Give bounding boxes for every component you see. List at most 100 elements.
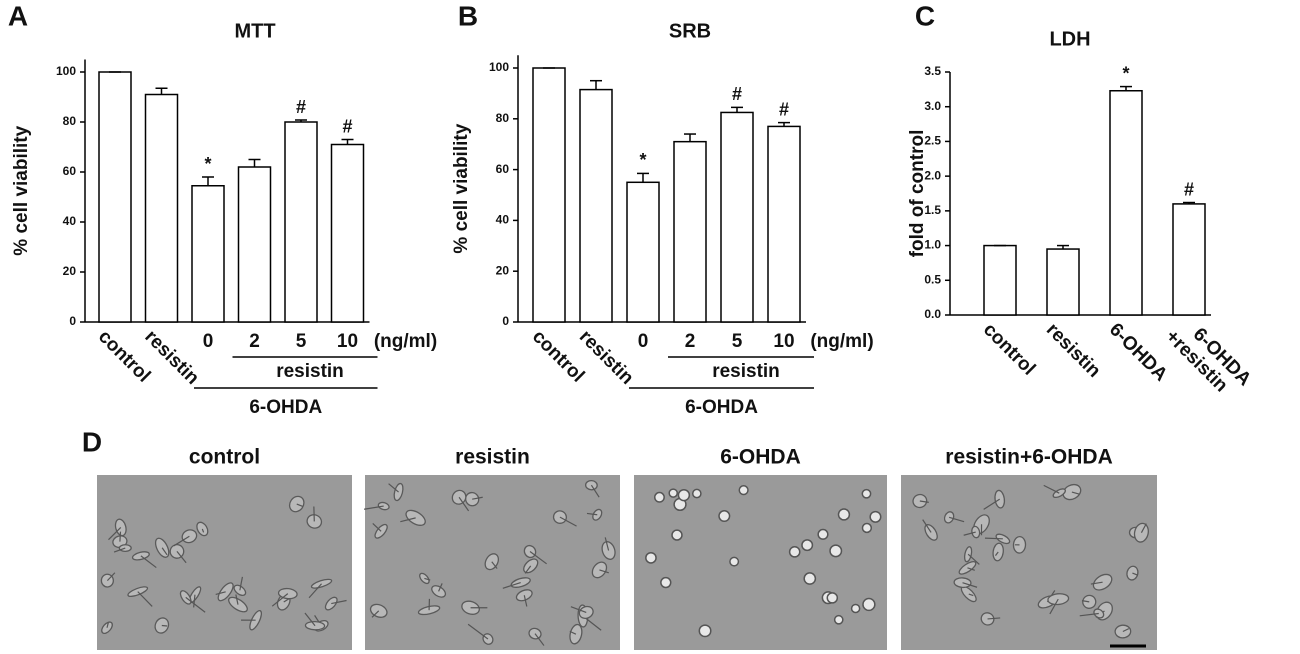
neurite (962, 582, 978, 588)
cell (833, 614, 844, 625)
neurite (599, 569, 609, 574)
cell (861, 522, 873, 534)
bar (330, 143, 365, 323)
cell (118, 544, 132, 553)
y-tick-label: 0 (69, 314, 76, 328)
bar (720, 111, 754, 323)
neurite (1140, 523, 1147, 533)
significance-mark: # (1184, 179, 1194, 199)
bar (237, 166, 272, 323)
bar (191, 185, 225, 323)
neurite (424, 577, 431, 581)
neurite (963, 531, 976, 536)
micrograph (901, 475, 1157, 650)
y-tick-label: 1.0 (924, 238, 941, 252)
image-title: resistin+6-OHDA (945, 446, 1112, 469)
bar (144, 93, 179, 323)
neurite (569, 630, 577, 635)
y-tick-label: 60 (496, 162, 510, 176)
panel-label: A (8, 0, 28, 31)
neurite (271, 593, 289, 607)
bar (983, 244, 1017, 316)
panel-label: C (915, 0, 935, 31)
cell (788, 545, 801, 558)
neurite (524, 565, 532, 574)
cell (179, 590, 192, 605)
neurite (140, 555, 157, 569)
neurite (919, 500, 929, 503)
neurite (185, 596, 206, 613)
cell (217, 582, 234, 602)
micrograph (634, 475, 887, 650)
neurite (106, 572, 116, 582)
cell (850, 603, 861, 614)
neurite (308, 583, 323, 599)
significance-mark: # (296, 97, 306, 117)
y-tick-label: 60 (63, 164, 77, 178)
neurite (113, 547, 126, 553)
neurite (193, 594, 196, 608)
neurite (586, 512, 598, 516)
error-bar (637, 172, 649, 183)
neurite (438, 583, 443, 592)
error-bar (295, 119, 307, 122)
bar (1046, 248, 1080, 316)
neurite (235, 594, 239, 605)
neurite (570, 606, 587, 613)
significance-mark: * (204, 154, 211, 174)
neurite (363, 505, 384, 510)
significance-mark: # (732, 84, 742, 104)
unit-label: (ng/ml) (810, 331, 873, 352)
error-bar (684, 133, 696, 142)
error-bar (248, 158, 261, 167)
y-tick-label: 80 (63, 114, 77, 128)
chart-title: LDH (1049, 28, 1090, 50)
y-tick-label: 2.0 (924, 168, 941, 182)
micrograph (97, 475, 352, 650)
neurite (922, 519, 932, 533)
neurite (467, 623, 489, 640)
y-tick-label: 0.5 (924, 272, 941, 286)
y-axis-label: % cell viability (11, 125, 32, 255)
x-tick-label: resistin (140, 326, 203, 389)
x-tick-label: 5 (296, 331, 307, 352)
neurite (458, 496, 470, 512)
cell (826, 592, 839, 604)
group-label: resistin (276, 361, 344, 382)
neurite (967, 567, 975, 571)
neurite (201, 528, 205, 533)
neurite (523, 595, 528, 607)
x-tick-label: 0 (203, 331, 214, 352)
cell (1062, 483, 1082, 501)
y-tick-label: 100 (56, 64, 76, 78)
cell (431, 585, 447, 598)
error-bar (202, 176, 214, 186)
neurite (400, 517, 416, 523)
neurite (472, 496, 483, 500)
y-tick-label: 20 (496, 263, 510, 277)
image-title: resistin (455, 446, 530, 469)
neurite (304, 612, 316, 627)
y-tick-label: 80 (496, 111, 510, 125)
significance-mark: # (342, 116, 352, 136)
group-label: resistin (712, 361, 780, 382)
cell (738, 485, 749, 496)
cell (980, 612, 995, 626)
x-tick-label: 10 (337, 331, 358, 352)
x-tick-label: 6-OHDA (1105, 319, 1172, 386)
neurite (239, 576, 244, 591)
x-tick-label: 5 (732, 331, 743, 352)
cell (1093, 608, 1105, 619)
neurite (108, 526, 122, 541)
error-bar (731, 106, 743, 113)
y-tick-label: 0 (502, 314, 509, 328)
cell (869, 510, 882, 523)
panel-label: B (458, 0, 478, 31)
neurite (1071, 491, 1080, 495)
neurite (161, 547, 168, 556)
bar (579, 88, 613, 323)
bar (98, 71, 132, 323)
bar (532, 67, 566, 323)
cell (718, 509, 731, 523)
neurite (331, 599, 347, 605)
